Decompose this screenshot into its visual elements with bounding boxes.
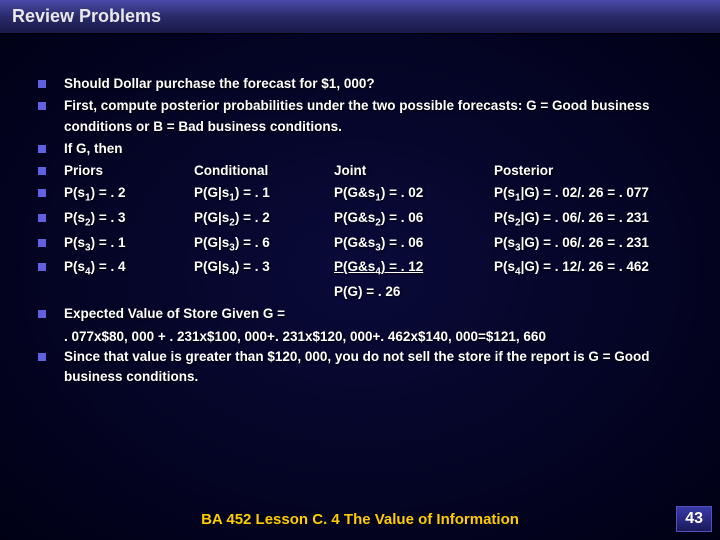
bullet-icon bbox=[38, 167, 46, 175]
joint-cell: P(G&s2) = . 06 bbox=[334, 208, 494, 231]
cond-cell: P(G|s1) = . 1 bbox=[194, 183, 334, 206]
bullet-item: First, compute posterior probabilities u… bbox=[20, 96, 700, 137]
table-row: P(s1) = . 2P(G|s1) = . 1P(G&s1) = . 02P(… bbox=[20, 183, 700, 206]
bullet-item: Expected Value of Store Given G = bbox=[20, 304, 700, 324]
prior-cell: P(s2) = . 3 bbox=[64, 208, 194, 231]
col-post-hdr: Posterior bbox=[494, 161, 700, 181]
bullet-item: Should Dollar purchase the forecast for … bbox=[20, 74, 700, 94]
joint-cell: P(G&s4) = . 12 bbox=[334, 257, 494, 280]
table-row: P(s2) = . 3P(G|s2) = . 2P(G&s2) = . 06P(… bbox=[20, 208, 700, 231]
bullet-text: Expected Value of Store Given G = bbox=[64, 304, 700, 324]
prior-cell: P(s3) = . 1 bbox=[64, 233, 194, 256]
joint-cell: P(G&s1) = . 02 bbox=[334, 183, 494, 206]
ev-calculation: . 077x$80, 000 + . 231x$100, 000+. 231x$… bbox=[64, 327, 700, 347]
bullet-icon bbox=[38, 102, 46, 110]
table-row: P(s4) = . 4P(G|s4) = . 3P(G&s4) = . 12P(… bbox=[20, 257, 700, 280]
slide-title: Review Problems bbox=[0, 0, 720, 34]
post-cell: P(s4|G) = . 12/. 26 = . 462 bbox=[494, 257, 700, 280]
prior-cell: P(s1) = . 2 bbox=[64, 183, 194, 206]
bullet-text: Since that value is greater than $120, 0… bbox=[64, 347, 700, 388]
slide-footer: BA 452 Lesson C. 4 The Value of Informat… bbox=[0, 511, 720, 528]
col-priors-hdr: Priors bbox=[64, 161, 194, 181]
bullet-icon bbox=[38, 310, 46, 318]
bullet-icon bbox=[38, 214, 46, 222]
bullet-icon bbox=[38, 80, 46, 88]
cond-cell: P(G|s2) = . 2 bbox=[194, 208, 334, 231]
bullet-text: First, compute posterior probabilities u… bbox=[64, 96, 700, 137]
table-row: P(s3) = . 1P(G|s3) = . 6P(G&s3) = . 06P(… bbox=[20, 233, 700, 256]
total-row: P(G) = . 26 bbox=[20, 282, 700, 302]
post-cell: P(s3|G) = . 06/. 26 = . 231 bbox=[494, 233, 700, 256]
bullet-item: Since that value is greater than $120, 0… bbox=[20, 347, 700, 388]
bullet-icon bbox=[38, 353, 46, 361]
col-cond-hdr: Conditional bbox=[194, 161, 334, 181]
bullet-icon bbox=[38, 263, 46, 271]
total-value: P(G) = . 26 bbox=[334, 282, 494, 302]
bullet-icon bbox=[38, 145, 46, 153]
cond-cell: P(G|s4) = . 3 bbox=[194, 257, 334, 280]
bullet-icon bbox=[38, 189, 46, 197]
post-cell: P(s2|G) = . 06/. 26 = . 231 bbox=[494, 208, 700, 231]
cond-cell: P(G|s3) = . 6 bbox=[194, 233, 334, 256]
joint-cell: P(G&s3) = . 06 bbox=[334, 233, 494, 256]
page-number: 43 bbox=[676, 506, 712, 532]
bullet-item: If G, then bbox=[20, 139, 700, 159]
bullet-text: Should Dollar purchase the forecast for … bbox=[64, 74, 700, 94]
slide-content: Should Dollar purchase the forecast for … bbox=[0, 34, 720, 409]
col-joint-hdr: Joint bbox=[334, 161, 494, 181]
table-header-row: Priors Conditional Joint Posterior bbox=[20, 161, 700, 181]
post-cell: P(s1|G) = . 02/. 26 = . 077 bbox=[494, 183, 700, 206]
bullet-text: If G, then bbox=[64, 139, 700, 159]
prior-cell: P(s4) = . 4 bbox=[64, 257, 194, 280]
bullet-icon bbox=[38, 239, 46, 247]
